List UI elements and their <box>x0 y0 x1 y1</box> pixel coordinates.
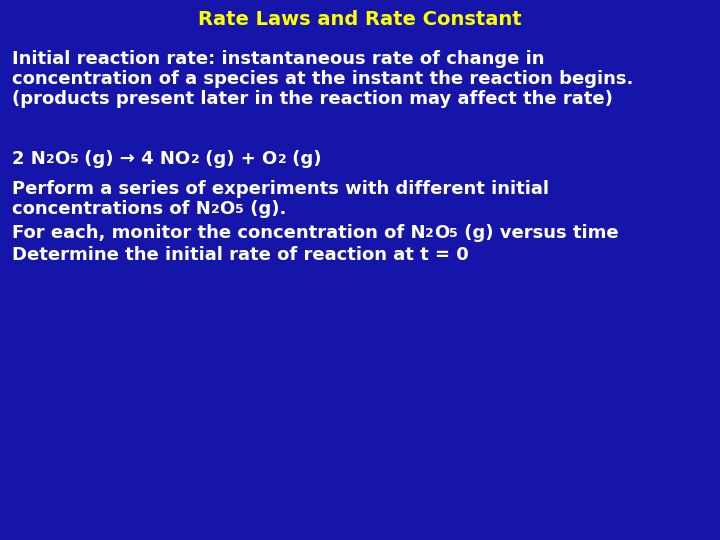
Text: (g): (g) <box>287 150 322 168</box>
Text: 2: 2 <box>278 153 287 166</box>
Text: (g) versus time: (g) versus time <box>458 224 619 242</box>
Text: (g) + O: (g) + O <box>199 150 278 168</box>
Text: 2: 2 <box>191 153 199 166</box>
Text: 2: 2 <box>46 153 55 166</box>
Text: concentrations of N: concentrations of N <box>12 200 211 218</box>
Text: Determine the initial rate of reaction at t = 0: Determine the initial rate of reaction a… <box>12 246 469 264</box>
Text: Rate Laws and Rate Constant: Rate Laws and Rate Constant <box>198 10 522 29</box>
Text: 2 N: 2 N <box>12 150 46 168</box>
Text: For each, monitor the concentration of N: For each, monitor the concentration of N <box>12 224 426 242</box>
Text: concentration of a species at the instant the reaction begins.: concentration of a species at the instan… <box>12 70 634 88</box>
Text: 5: 5 <box>449 227 458 240</box>
Text: O: O <box>434 224 449 242</box>
Text: Perform a series of experiments with different initial: Perform a series of experiments with dif… <box>12 180 549 198</box>
Text: (g) → 4 NO: (g) → 4 NO <box>78 150 191 168</box>
Text: (g).: (g). <box>243 200 286 218</box>
Text: 5: 5 <box>70 153 78 166</box>
Text: Initial reaction rate: instantaneous rate of change in: Initial reaction rate: instantaneous rat… <box>12 50 544 68</box>
Text: 2: 2 <box>426 227 434 240</box>
Text: 5: 5 <box>235 203 243 216</box>
Text: O: O <box>220 200 235 218</box>
Text: 2: 2 <box>211 203 220 216</box>
Text: (products present later in the reaction may affect the rate): (products present later in the reaction … <box>12 90 613 108</box>
Text: O: O <box>55 150 70 168</box>
